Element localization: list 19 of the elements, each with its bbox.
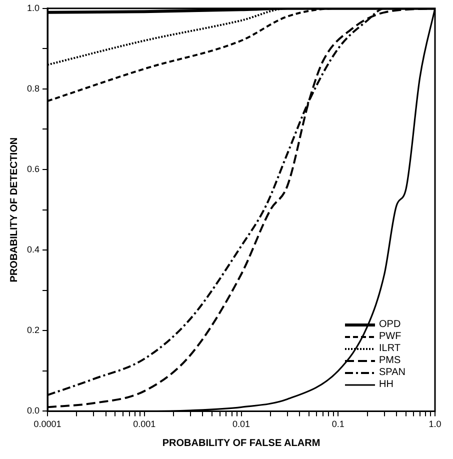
y-tick-label: 0.4: [26, 244, 40, 255]
x-tick-label: 0.0001: [34, 419, 62, 430]
legend-label: PMS: [379, 355, 401, 368]
x-tick-label: 0.1: [332, 419, 344, 430]
legend-label: PWF: [379, 331, 402, 344]
x-axis-title: PROBABILITY OF FALSE ALARM: [162, 438, 320, 449]
legend-label: OPD: [379, 319, 401, 332]
legend-label: SPAN: [379, 367, 406, 380]
y-tick-label: 1.0: [26, 2, 40, 13]
y-axis-title: PROBABILITY OF DETECTION: [8, 137, 20, 282]
legend-label: HH: [379, 379, 394, 392]
y-tick-label: 0.2: [26, 325, 40, 336]
legend-label: ILRT: [379, 343, 400, 356]
y-tick-label: 0.0: [26, 406, 40, 416]
x-tick-label: 0.001: [133, 419, 156, 430]
x-tick-label: 1.0: [428, 419, 442, 430]
y-tick-label: 0.6: [26, 164, 40, 174]
x-tick-label: 0.01: [232, 419, 250, 430]
y-tick-label: 0.8: [26, 83, 40, 94]
